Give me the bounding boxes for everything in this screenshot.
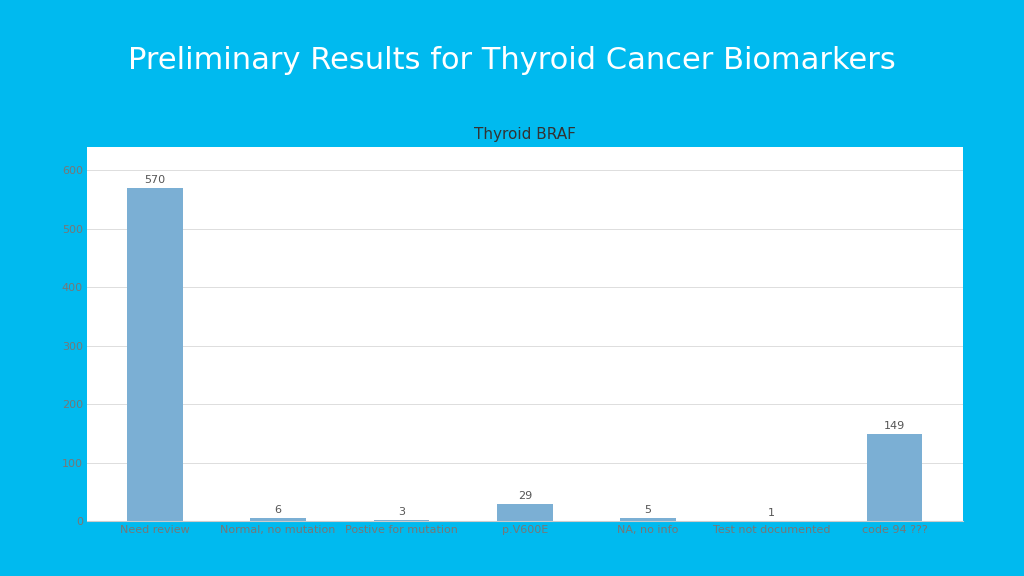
Text: 3: 3: [398, 507, 404, 517]
Bar: [497, 505, 553, 521]
Text: 149: 149: [884, 421, 905, 431]
Bar: [127, 188, 182, 521]
Text: 29: 29: [518, 491, 531, 501]
Text: 5: 5: [645, 505, 651, 516]
Bar: [251, 518, 306, 521]
Text: 6: 6: [274, 505, 282, 515]
Title: Thyroid BRAF: Thyroid BRAF: [474, 127, 575, 142]
Bar: [867, 434, 923, 521]
Bar: [374, 520, 429, 521]
Bar: [621, 518, 676, 521]
Text: Preliminary Results for Thyroid Cancer Biomarkers: Preliminary Results for Thyroid Cancer B…: [128, 46, 896, 75]
Text: 1: 1: [768, 508, 775, 518]
Text: 570: 570: [144, 175, 166, 185]
